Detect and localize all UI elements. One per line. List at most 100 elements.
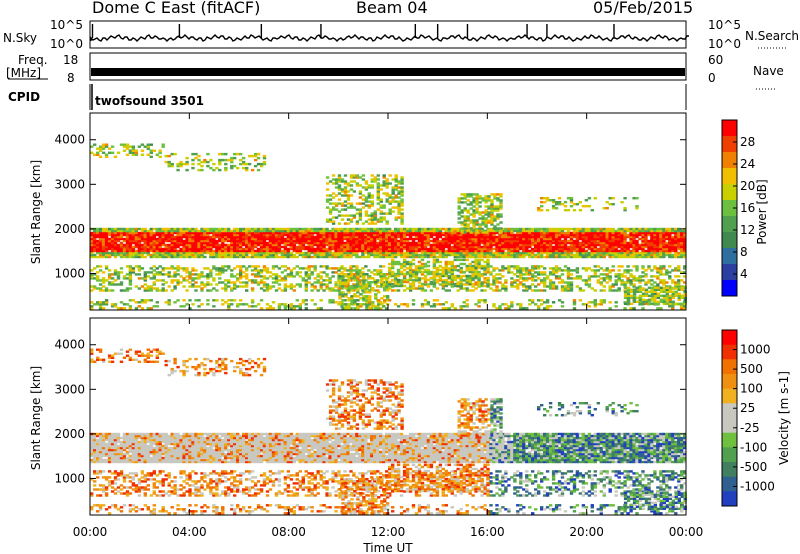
power-cell — [385, 299, 389, 302]
power-cell — [560, 279, 565, 282]
power-cell — [173, 229, 177, 233]
power-cell — [338, 297, 342, 300]
power-cell — [638, 229, 642, 233]
power-cell — [343, 231, 347, 235]
power-cell — [423, 255, 428, 259]
power-cell — [528, 287, 532, 290]
freq-right-tick-top: 60 — [708, 53, 723, 67]
power-cell — [498, 233, 502, 237]
power-cell — [143, 301, 147, 304]
power-cell — [247, 235, 252, 239]
power-cell — [224, 239, 228, 243]
power-cell — [262, 227, 267, 231]
power-cell — [356, 305, 360, 308]
power-cell — [677, 235, 681, 239]
power-cell — [322, 271, 326, 274]
power-cell — [471, 237, 475, 241]
power-cell — [534, 253, 538, 257]
power-cell — [423, 249, 428, 253]
power-cell — [629, 307, 633, 310]
power-cell — [116, 235, 121, 239]
power-cell — [525, 229, 529, 233]
power-cell — [507, 255, 511, 259]
power-cell — [143, 277, 147, 280]
power-cell — [462, 235, 466, 239]
power-cell — [465, 245, 469, 249]
power-cell — [161, 239, 165, 243]
power-cell — [268, 253, 273, 257]
power-cell — [247, 154, 252, 158]
power-cell — [131, 151, 136, 155]
power-cell — [197, 239, 201, 243]
power-cell — [492, 231, 496, 235]
power-cell — [325, 275, 329, 278]
power-cell — [662, 227, 666, 231]
power-cell — [161, 289, 165, 292]
power-cell — [522, 279, 526, 282]
power-cell — [563, 265, 568, 268]
power-cell — [656, 269, 660, 272]
power-cell — [298, 245, 302, 249]
power-cell — [289, 283, 294, 286]
power-cell — [185, 231, 189, 235]
power-cell — [313, 253, 317, 257]
power-cell — [203, 243, 207, 247]
power-cell — [262, 239, 267, 243]
power-cell — [134, 251, 139, 255]
power-cell — [599, 255, 603, 259]
power-cell — [495, 267, 499, 270]
power-cell — [280, 251, 285, 255]
power-cell — [388, 231, 392, 235]
power-cell — [399, 233, 404, 237]
power-cell — [268, 249, 273, 253]
power-cell — [289, 255, 294, 259]
power-cell — [376, 253, 380, 257]
power-cell — [218, 253, 222, 257]
power-cell — [245, 241, 249, 245]
power-cell — [250, 227, 255, 231]
power-cell — [507, 249, 511, 253]
power-cell — [617, 273, 621, 276]
power-cell — [498, 249, 502, 253]
power-cell — [429, 243, 434, 247]
power-cell — [510, 251, 514, 255]
power-cell — [104, 227, 109, 231]
power-cell — [635, 229, 639, 233]
power-cell — [659, 267, 663, 270]
power-cell — [632, 227, 636, 231]
power-cell — [370, 200, 374, 203]
power-cell — [344, 307, 348, 310]
power-cell — [131, 251, 136, 255]
power-cell — [396, 239, 401, 243]
power-cell — [453, 255, 457, 259]
power-cell — [236, 249, 240, 253]
power-cell — [498, 239, 502, 243]
power-cell — [256, 239, 261, 243]
power-cell — [140, 249, 145, 253]
power-cell — [259, 229, 264, 233]
power-cell — [617, 235, 621, 239]
power-cell — [355, 222, 360, 225]
power-cell — [122, 145, 127, 148]
power-cell — [349, 231, 353, 235]
power-cell — [371, 289, 375, 292]
power-cell — [468, 229, 472, 233]
power-cell — [158, 149, 162, 152]
power-cell — [405, 267, 410, 270]
power-cell — [525, 285, 529, 288]
power-cell — [432, 237, 437, 241]
power-cell — [200, 249, 204, 253]
power-cell — [513, 241, 517, 245]
power-cell — [239, 162, 243, 166]
power-cell — [125, 277, 130, 280]
power-cell — [560, 253, 565, 257]
power-cell — [368, 299, 372, 302]
power-cell — [361, 178, 366, 181]
power-cell — [444, 307, 448, 310]
power-cell — [367, 194, 371, 197]
power-cell — [176, 273, 180, 276]
power-cell — [122, 245, 127, 249]
power-cell — [221, 158, 225, 162]
power-cell — [359, 283, 363, 286]
power-cell — [176, 299, 180, 302]
